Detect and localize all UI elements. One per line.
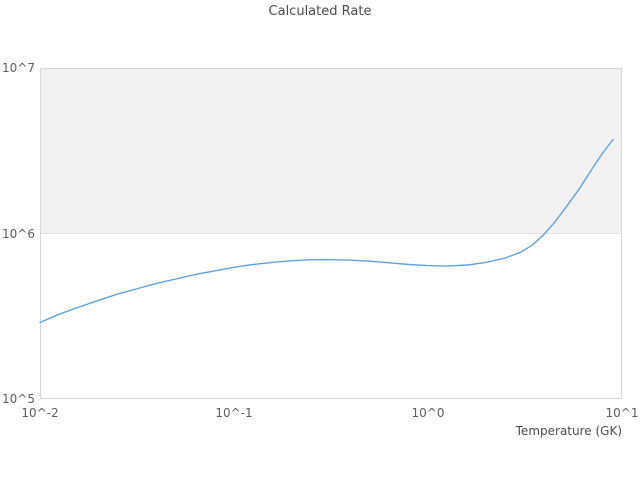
y-tick-label: 10^6: [2, 226, 35, 241]
x-tick-label: 10^0: [411, 406, 445, 420]
x-axis-title: Temperature (GK): [515, 424, 622, 438]
rate-line-series: [39, 138, 614, 324]
y-tick-label: 10^5: [2, 392, 35, 406]
y-tick-label: 10^7: [2, 61, 35, 75]
chart-title: Calculated Rate: [268, 4, 372, 19]
plot-border: [40, 68, 622, 399]
plot-band: [40, 68, 622, 234]
x-tick-label: 10^-2: [21, 406, 59, 420]
x-tick-label: 10^1: [605, 406, 639, 420]
x-tick-label: 10^-1: [215, 406, 253, 420]
